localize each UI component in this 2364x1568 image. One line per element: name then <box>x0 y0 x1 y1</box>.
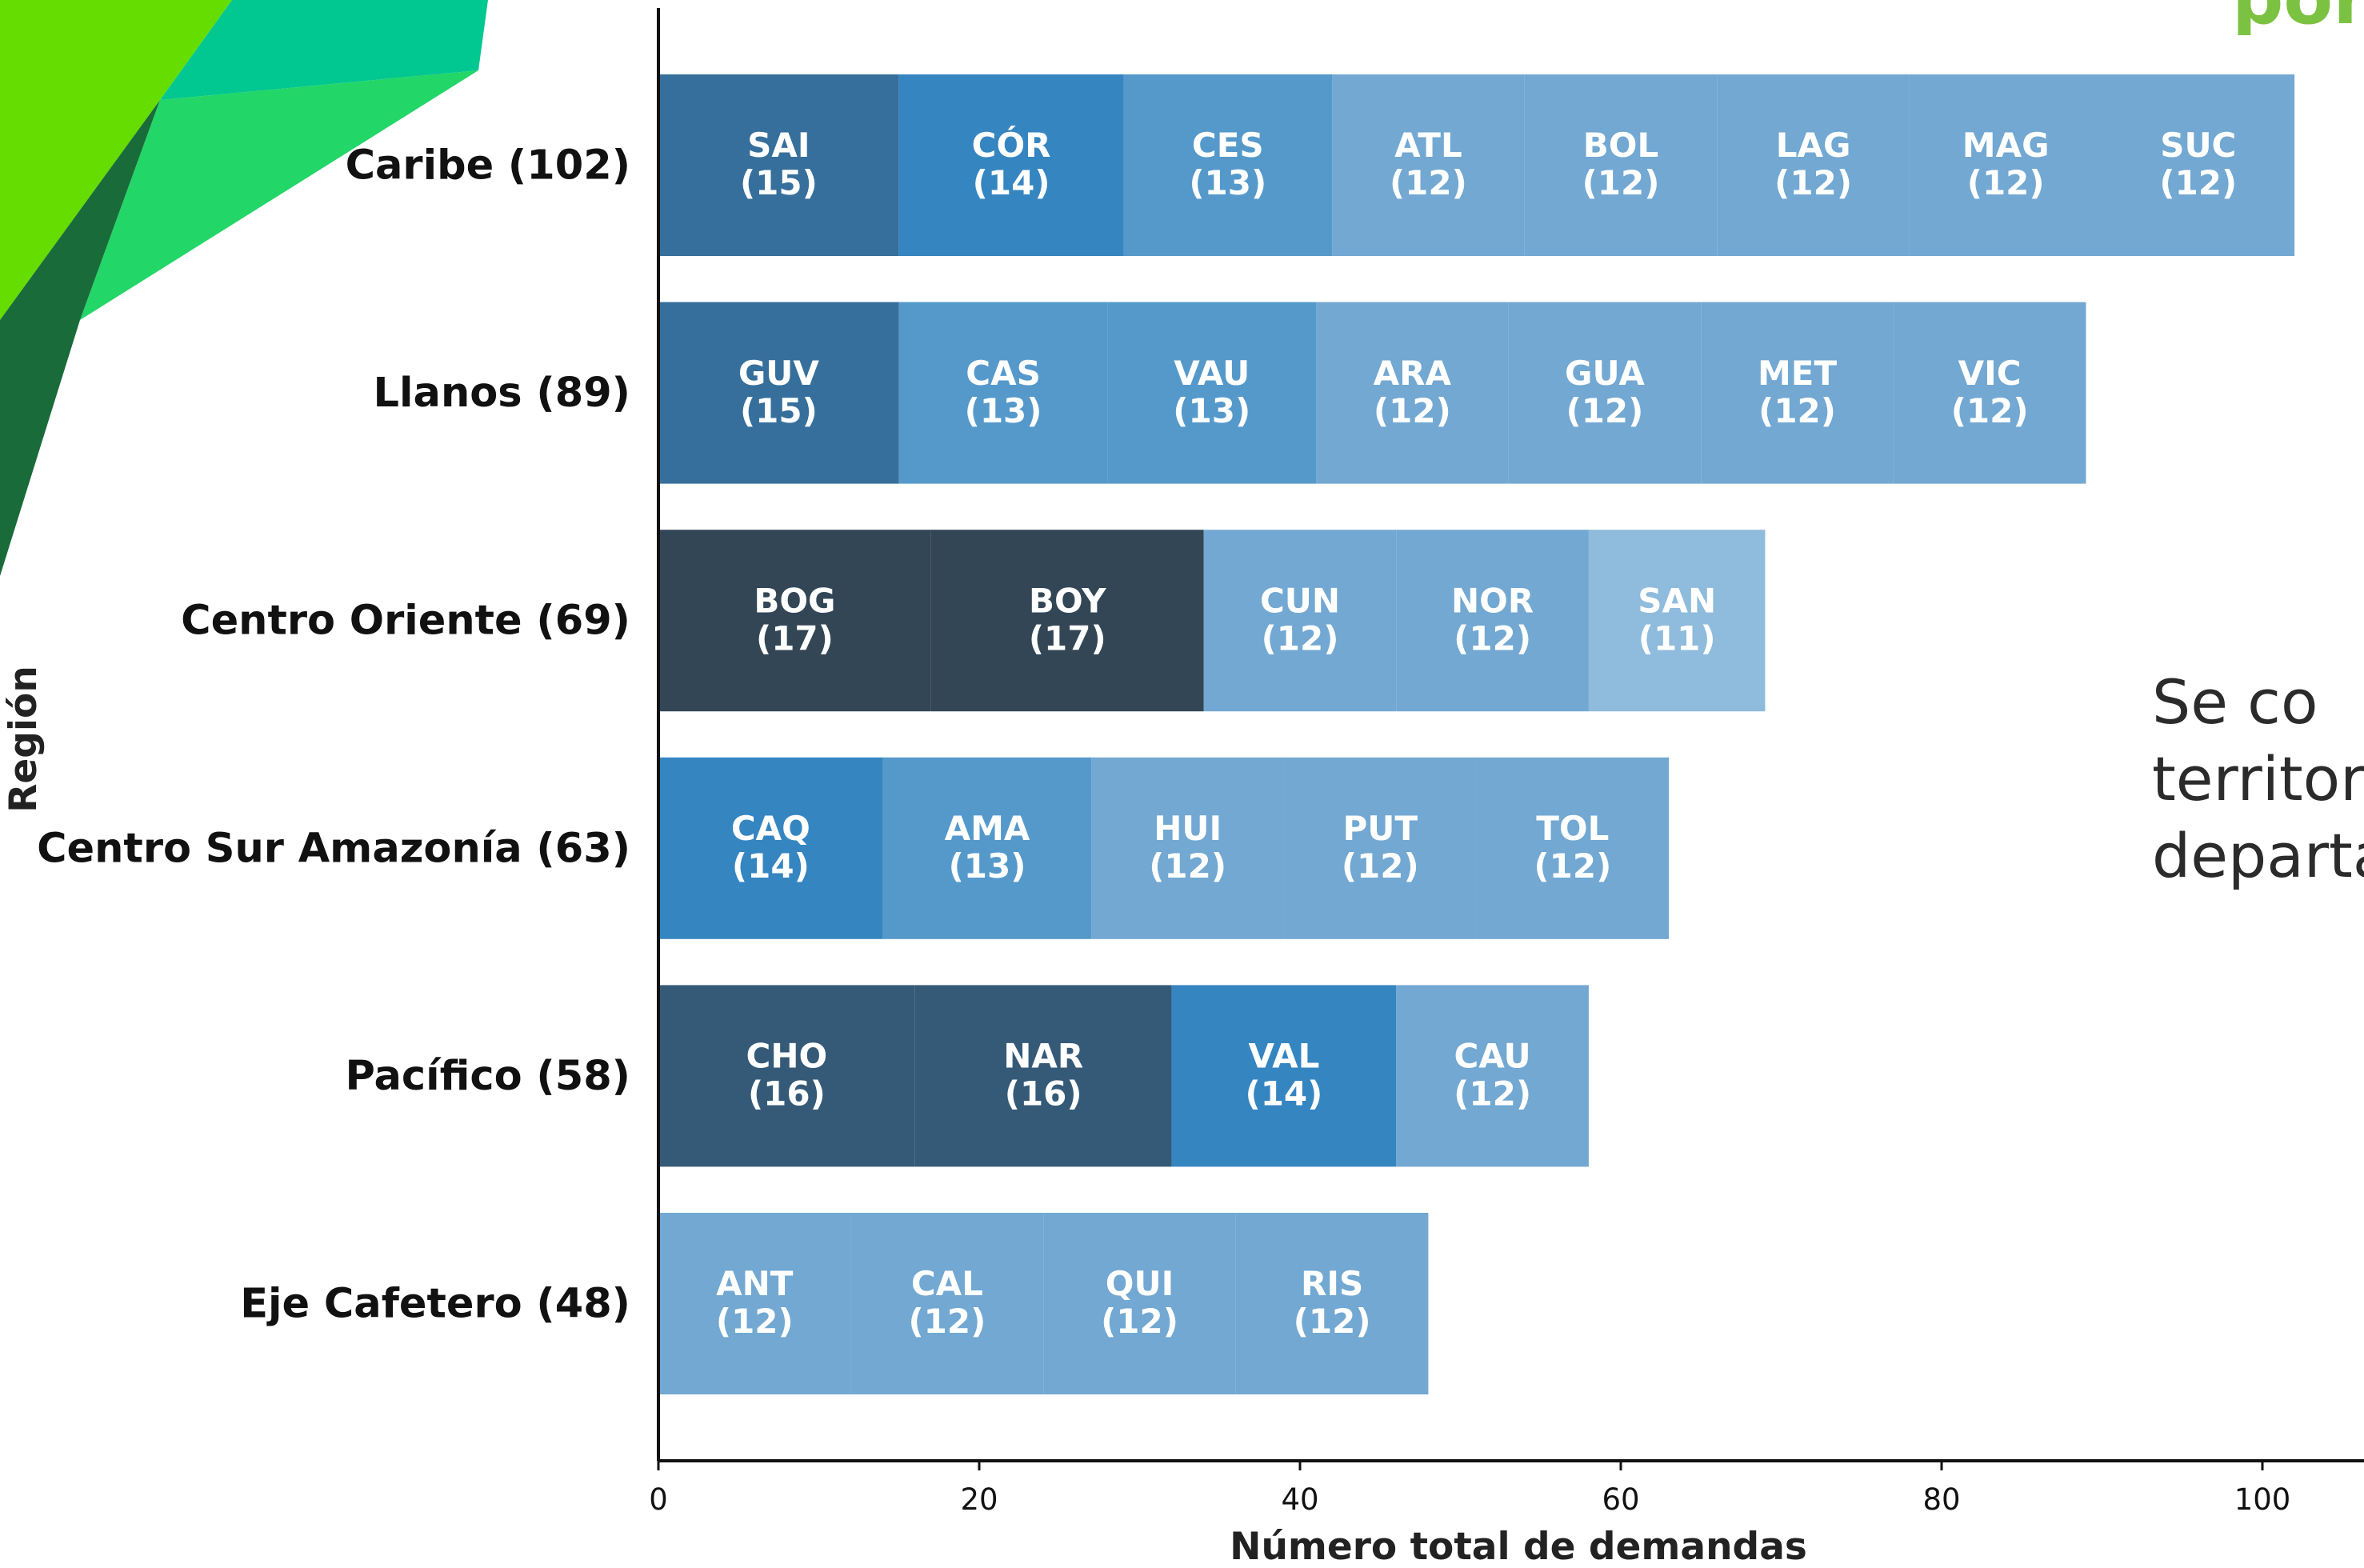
bar-segment-mag <box>1909 74 2102 256</box>
bar-segment-qui <box>1043 1213 1236 1394</box>
bar-segment-hui <box>1091 757 1284 939</box>
segment-label-ces: CES (13) <box>1189 126 1266 202</box>
segment-label-caq: CAQ (14) <box>731 809 810 886</box>
bar-segment-cau <box>1396 985 1589 1167</box>
segment-label-mag: MAG (12) <box>1962 126 2050 202</box>
category-labels: Caribe (102) Llanos (89) Centro Oriente (6… <box>37 142 630 1328</box>
deco-teal-shape <box>160 0 488 100</box>
bar-segment-met <box>1701 302 1894 484</box>
bar-segment-gua <box>1508 302 1702 484</box>
x-tick-label: 100 <box>2234 1482 2291 1517</box>
segment-label-vau: VAU (13) <box>1173 354 1250 430</box>
deco-lime-shape <box>0 0 232 320</box>
segment-label-cór: CÓR (14) <box>972 125 1051 202</box>
side-text-line-2: territori <box>2152 743 2364 814</box>
category-label: Centro Oriente (69) <box>181 598 630 645</box>
bar-segment-ara <box>1316 302 1509 484</box>
deco-green-shape <box>80 70 478 320</box>
category-label: Llanos (89) <box>374 370 630 417</box>
segment-label-suc: SUC (12) <box>2159 126 2237 202</box>
segment-label-nor: NOR (12) <box>1451 581 1534 658</box>
bar-segment-ant <box>658 1213 851 1394</box>
x-tick-label: 0 <box>649 1482 668 1517</box>
y-axis-title: Región <box>2 666 46 813</box>
segment-label-met: MET (12) <box>1758 354 1837 430</box>
bar-segment-cun <box>1203 530 1397 712</box>
bar-segment-vic <box>1893 302 2086 484</box>
bar-segment-caq <box>658 757 883 939</box>
bar-segment-suc <box>2102 74 2295 256</box>
x-tick-label: 80 <box>1922 1482 1960 1517</box>
segment-label-gua: GUA (12) <box>1565 354 1645 430</box>
category-label: Pacífico (58) <box>345 1053 630 1100</box>
x-tick-label: 40 <box>1281 1482 1318 1517</box>
bar-segment-cas <box>898 302 1108 484</box>
category-label: Caribe (102) <box>346 142 630 190</box>
segment-label-cho: CHO (16) <box>746 1037 828 1114</box>
bar-segment-put <box>1283 757 1477 939</box>
x-tick-label: 20 <box>960 1482 998 1517</box>
segment-label-qui: QUI (12) <box>1101 1264 1178 1341</box>
segment-label-san: SAN (11) <box>1638 581 1716 658</box>
segment-label-nar: NAR (16) <box>1003 1037 1083 1114</box>
segment-label-ara: ARA (12) <box>1374 354 1452 430</box>
segment-label-cal: CAL (12) <box>908 1264 986 1341</box>
segment-label-ris: RIS (12) <box>1294 1264 1371 1341</box>
bar-segment-vau <box>1107 302 1317 484</box>
bars-group: SAI (15) CÓR (14) CES (13) ATL (12) BOL (12) LAG (1… <box>658 74 2295 1394</box>
segment-label-bol: BOL (12) <box>1582 126 1660 202</box>
side-text-line-3: departa <box>2152 820 2364 891</box>
segment-label-lag: LAG (12) <box>1774 126 1852 202</box>
segment-label-hui: HUI (12) <box>1149 809 1226 886</box>
segment-label-put: PUT (12) <box>1342 809 1419 886</box>
bar-segment-ama <box>882 757 1092 939</box>
bar-segment-guv <box>658 302 899 484</box>
segment-label-sai: SAI (15) <box>740 126 818 202</box>
segment-label-boy: BOY (17) <box>1029 581 1106 658</box>
x-tick-label: 60 <box>1602 1482 1639 1517</box>
side-text-line-1: Se co <box>2152 666 2318 738</box>
bar-segment-lag <box>1717 74 1910 256</box>
category-label: Eje Cafetero (48) <box>240 1281 630 1328</box>
segment-label-vic: VIC (12) <box>1951 354 2029 430</box>
bar-segment-bol <box>1524 74 1718 256</box>
segment-label-bog: BOG (17) <box>754 581 835 658</box>
bar-segment-cal <box>850 1213 1044 1394</box>
bar-segment-bog <box>658 530 931 712</box>
segment-label-ama: AMA (13) <box>945 809 1030 886</box>
bar-segment-san <box>1588 530 1766 712</box>
segment-label-guv: GUV (15) <box>738 354 820 430</box>
bar-segment-cho <box>658 985 915 1167</box>
bar-segment-ces <box>1123 74 1333 256</box>
category-label: Centro Sur Amazonía (63) <box>37 825 630 872</box>
bar-segment-nor <box>1396 530 1589 712</box>
bar-segment-atl <box>1332 74 1525 256</box>
segment-label-cau: CAU (12) <box>1454 1037 1531 1114</box>
x-ticks: 0 20 40 60 80 100 <box>649 1461 2290 1517</box>
corner-decoration <box>0 0 488 576</box>
bar-segment-nar <box>914 985 1172 1167</box>
x-axis-title: Número total de demandas <box>1230 1525 1807 1568</box>
side-paragraph: Se co territori departa <box>2152 664 2364 894</box>
bar-segment-boy <box>930 530 1204 712</box>
segment-label-ant: ANT (12) <box>716 1264 794 1341</box>
bar-segment-sai <box>658 74 899 256</box>
corner-heading-fragment: por <box>2232 0 2364 35</box>
segment-label-cas: CAS (13) <box>965 354 1042 430</box>
segment-label-cun: CUN (12) <box>1260 581 1340 658</box>
deco-dark-shape <box>0 100 160 576</box>
bar-segment-tol <box>1476 757 1670 939</box>
segment-label-tol: TOL (12) <box>1534 809 1611 886</box>
bar-segment-val <box>1171 985 1397 1167</box>
segment-label-val: VAL (14) <box>1246 1037 1323 1114</box>
segment-label-atl: ATL (12) <box>1390 126 1467 202</box>
bar-segment-cór <box>898 74 1124 256</box>
bar-segment-ris <box>1235 1213 1429 1394</box>
